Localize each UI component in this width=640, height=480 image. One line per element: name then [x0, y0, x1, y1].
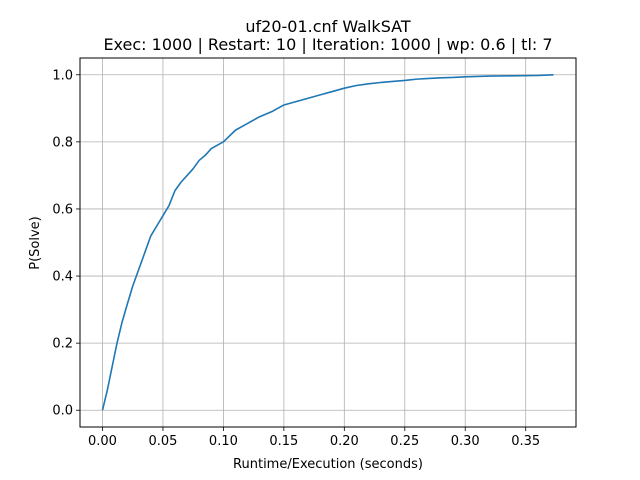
y-tick-label: 0.6	[52, 202, 73, 217]
x-tick-label: 0.00	[88, 434, 117, 449]
x-tick-label: 0.10	[209, 434, 238, 449]
y-tick-label: 0.0	[52, 404, 73, 419]
y-tick-label: 0.8	[52, 135, 73, 150]
chart-title: uf20-01.cnf WalkSAT	[245, 17, 410, 36]
series-line	[101, 73, 554, 411]
ticks-layer: 0.00 0.05 0.10 0.15 0.20 0.25 0.30 0.35 0.0 0.2 0.…	[52, 68, 540, 449]
y-tick-label: 0.2	[52, 337, 73, 352]
x-axis-label: Runtime/Execution (seconds)	[233, 457, 423, 472]
y-tick-label: 0.4	[52, 270, 73, 285]
y-tick-label: 1.0	[52, 68, 73, 83]
x-tick-label: 0.05	[148, 434, 177, 449]
chart-subtitle: Exec: 1000 | Restart: 10 | Iteration: 10…	[103, 35, 552, 54]
x-tick-label: 0.30	[451, 434, 480, 449]
x-tick-label: 0.20	[330, 434, 359, 449]
y-axis-label: P(Solve)	[28, 216, 43, 270]
plot-frame	[79, 57, 577, 428]
x-tick-label: 0.25	[390, 434, 419, 449]
x-tick-label: 0.35	[511, 434, 540, 449]
series-layer	[101, 73, 554, 411]
x-tick-label: 0.15	[269, 434, 298, 449]
grid-layer	[80, 58, 576, 427]
